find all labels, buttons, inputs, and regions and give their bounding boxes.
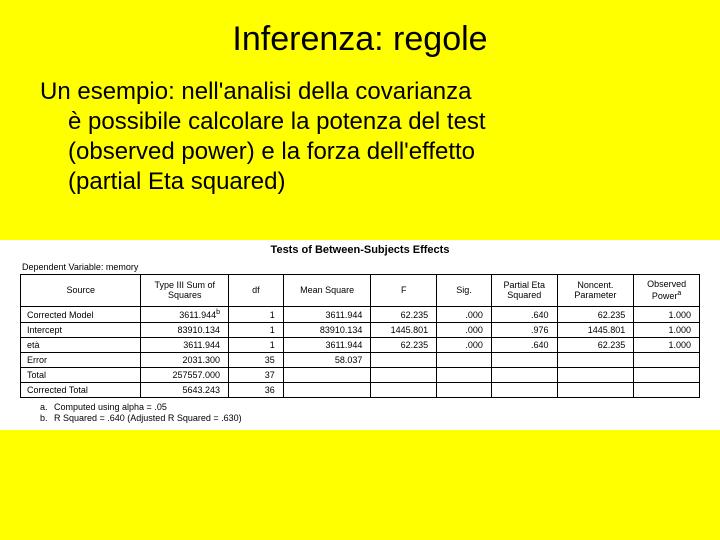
- table-row: Error 2031.300 35 58.037: [21, 353, 700, 368]
- cell-df: 1: [229, 307, 284, 323]
- cell-ncp: 1445.801: [557, 323, 634, 338]
- table-title: Tests of Between-Subjects Effects: [0, 244, 720, 256]
- cell-ss: 83910.134: [141, 323, 229, 338]
- cell-ncp: [557, 353, 634, 368]
- cell-eta: [491, 383, 557, 398]
- col-ss: Type III Sum of Squares: [141, 275, 229, 307]
- cell-ncp: 62.235: [557, 307, 634, 323]
- footnotes: a. Computed using alpha = .05 b. R Squar…: [0, 398, 720, 423]
- table-row: Intercept 83910.134 1 83910.134 1445.801…: [21, 323, 700, 338]
- cell-pow: [634, 368, 700, 383]
- cell-pow: 1.000: [634, 338, 700, 353]
- cell-ss: 5643.243: [141, 383, 229, 398]
- body-line-3: (observed power) e la forza dell'effetto: [40, 137, 680, 167]
- col-sig: Sig.: [437, 275, 492, 307]
- cell-ms: [283, 383, 371, 398]
- table-header-row: Source Type III Sum of Squares df Mean S…: [21, 275, 700, 307]
- col-eta: Partial Eta Squared: [491, 275, 557, 307]
- table-row: età 3611.944 1 3611.944 62.235 .000 .640…: [21, 338, 700, 353]
- body-line-4: (partial Eta squared): [40, 167, 680, 197]
- cell-sig: [437, 353, 492, 368]
- col-pow: Observed Powera: [634, 275, 700, 307]
- col-ms: Mean Square: [283, 275, 371, 307]
- cell-eta: .640: [491, 307, 557, 323]
- col-f: F: [371, 275, 437, 307]
- cell-sig: .000: [437, 307, 492, 323]
- cell-ms: 3611.944: [283, 307, 371, 323]
- body-line-1: Un esempio: nell'analisi della covarianz…: [40, 77, 680, 107]
- cell-sig: [437, 383, 492, 398]
- cell-f: [371, 353, 437, 368]
- cell-sig: .000: [437, 338, 492, 353]
- cell-eta: [491, 353, 557, 368]
- cell-ms: [283, 368, 371, 383]
- cell-f: [371, 368, 437, 383]
- table-row: Corrected Total 5643.243 36: [21, 383, 700, 398]
- footnote-b: b. R Squared = .640 (Adjusted R Squared …: [40, 413, 720, 423]
- cell-ss: 3611.944: [141, 338, 229, 353]
- col-source: Source: [21, 275, 141, 307]
- footnote-b-text: R Squared = .640 (Adjusted R Squared = .…: [54, 413, 242, 423]
- cell-f: 1445.801: [371, 323, 437, 338]
- cell-ms: 58.037: [283, 353, 371, 368]
- cell-pow: 1.000: [634, 307, 700, 323]
- cell-ss: 2031.300: [141, 353, 229, 368]
- cell-ms: 83910.134: [283, 323, 371, 338]
- cell-source: Total: [21, 368, 141, 383]
- cell-ncp: 62.235: [557, 338, 634, 353]
- body-text: Un esempio: nell'analisi della covarianz…: [0, 59, 720, 197]
- cell-source: Corrected Total: [21, 383, 141, 398]
- cell-ss: 3611.944b: [141, 307, 229, 323]
- cell-eta: .640: [491, 338, 557, 353]
- cell-eta: [491, 368, 557, 383]
- cell-df: 35: [229, 353, 284, 368]
- cell-f: [371, 383, 437, 398]
- table-row: Total 257557.000 37: [21, 368, 700, 383]
- cell-ss: 257557.000: [141, 368, 229, 383]
- stats-table-region: Tests of Between-Subjects Effects Depend…: [0, 240, 720, 430]
- cell-df: 36: [229, 383, 284, 398]
- cell-sig: [437, 368, 492, 383]
- dependent-variable-label: Dependent Variable: memory: [0, 262, 720, 272]
- col-df: df: [229, 275, 284, 307]
- cell-df: 1: [229, 323, 284, 338]
- footnote-mark-b: b.: [40, 413, 48, 423]
- cell-source: Intercept: [21, 323, 141, 338]
- cell-ms: 3611.944: [283, 338, 371, 353]
- footnote-a-text: Computed using alpha = .05: [54, 402, 167, 412]
- footnote-a: a. Computed using alpha = .05: [40, 402, 720, 412]
- cell-pow: [634, 383, 700, 398]
- cell-source: Corrected Model: [21, 307, 141, 323]
- cell-sig: .000: [437, 323, 492, 338]
- cell-pow: 1.000: [634, 323, 700, 338]
- slide-title: Inferenza: regole: [0, 0, 720, 59]
- cell-ncp: [557, 368, 634, 383]
- cell-f: 62.235: [371, 307, 437, 323]
- cell-df: 37: [229, 368, 284, 383]
- table-row: Corrected Model 3611.944b 1 3611.944 62.…: [21, 307, 700, 323]
- body-line-2: è possibile calcolare la potenza del tes…: [40, 107, 680, 137]
- cell-df: 1: [229, 338, 284, 353]
- cell-pow: [634, 353, 700, 368]
- anova-table: Source Type III Sum of Squares df Mean S…: [20, 274, 700, 398]
- cell-source: Error: [21, 353, 141, 368]
- col-ncp: Noncent. Parameter: [557, 275, 634, 307]
- cell-f: 62.235: [371, 338, 437, 353]
- cell-eta: .976: [491, 323, 557, 338]
- footnote-mark-a: a.: [40, 402, 48, 412]
- cell-source: età: [21, 338, 141, 353]
- cell-ncp: [557, 383, 634, 398]
